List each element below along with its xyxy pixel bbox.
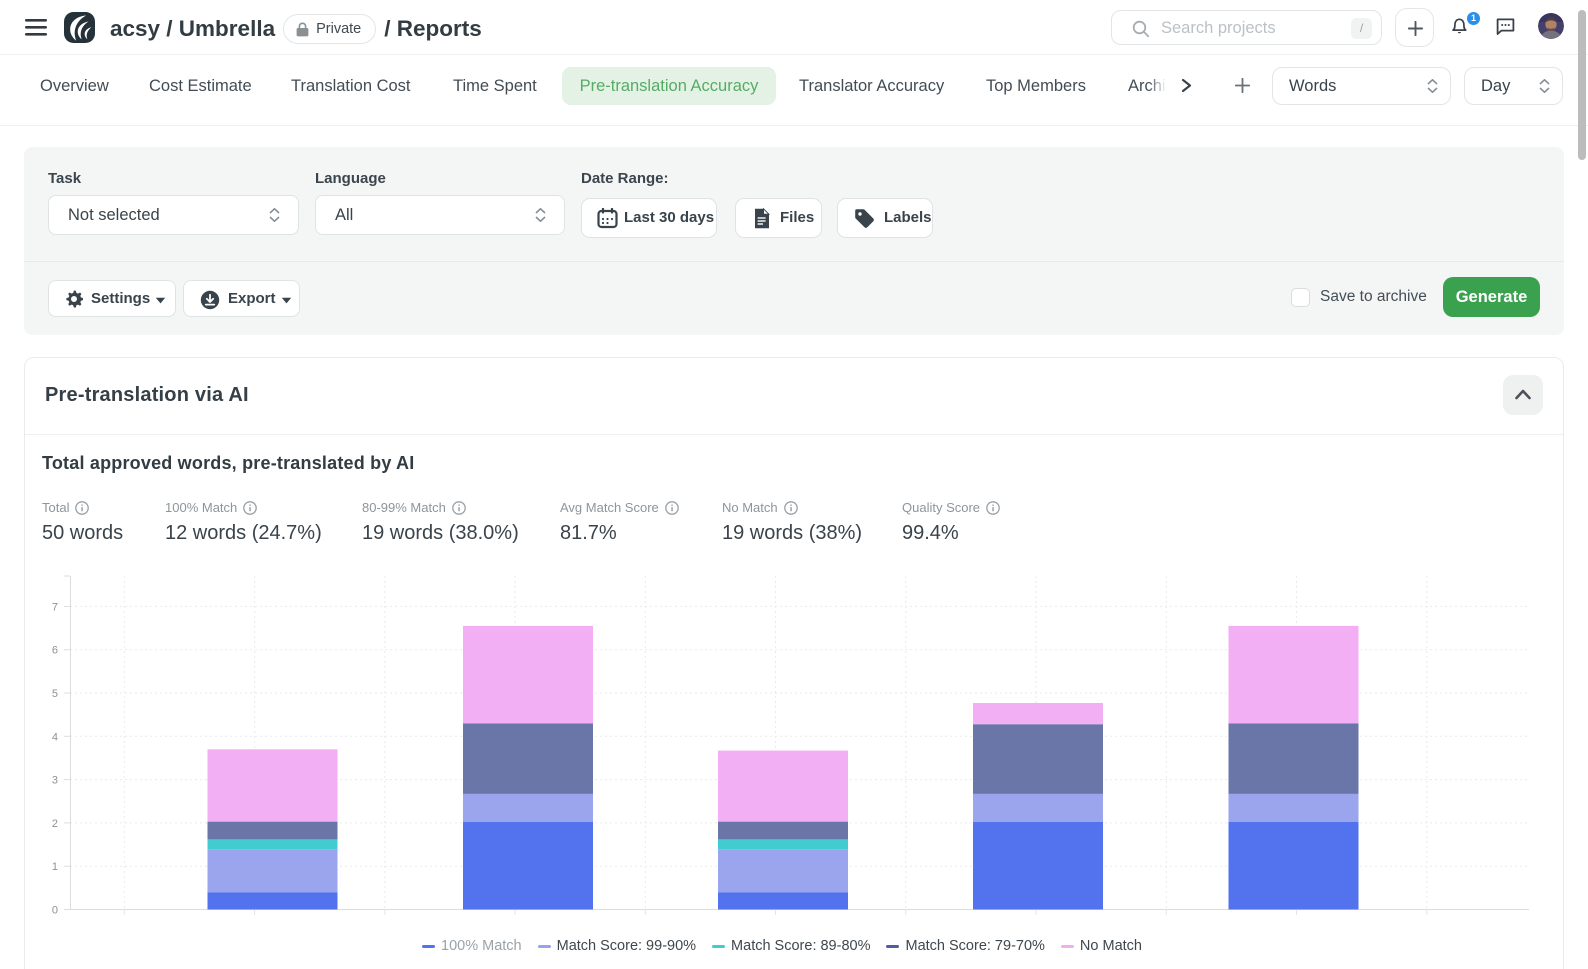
- svg-text:3: 3: [52, 775, 58, 787]
- svg-text:6: 6: [52, 645, 58, 657]
- svg-text:4: 4: [52, 731, 58, 743]
- svg-text:7: 7: [52, 601, 58, 613]
- svg-text:0: 0: [52, 905, 58, 917]
- svg-text:1: 1: [52, 861, 58, 873]
- svg-text:5: 5: [52, 688, 58, 700]
- svg-text:2: 2: [52, 818, 58, 830]
